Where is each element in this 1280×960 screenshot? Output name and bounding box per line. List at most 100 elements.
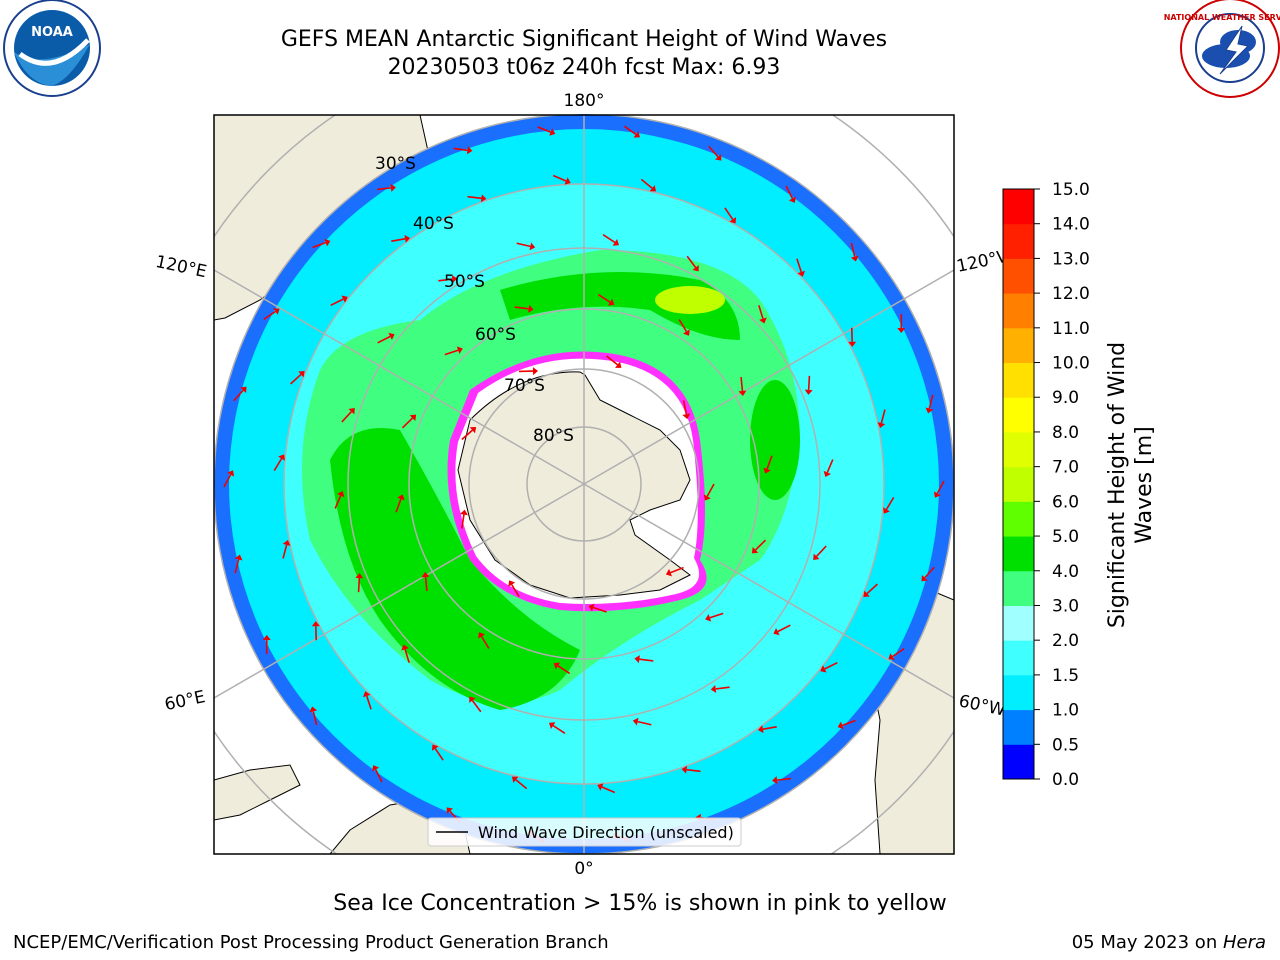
wind-arrow <box>824 661 838 670</box>
colorbar-segment <box>1003 605 1034 641</box>
wind-arrow-head <box>459 509 468 516</box>
wind-arrow-head <box>751 547 759 554</box>
wind-arrow-head <box>469 426 477 434</box>
wind-arrow-head <box>456 346 463 355</box>
wind-arrow-head <box>528 304 534 313</box>
wind-arrow <box>312 241 326 249</box>
colorbar-tick-label: 8.0 <box>1052 423 1079 443</box>
wind-arrow-head <box>612 239 620 246</box>
wind-arrow-head <box>311 621 320 627</box>
colorbar-tick-label: 3.0 <box>1052 596 1079 616</box>
wind-arrow-head <box>336 491 345 498</box>
colorbar-tick-label: 11.0 <box>1052 319 1090 339</box>
gridlines <box>214 115 954 854</box>
colorbar-tick-label: 4.0 <box>1052 562 1079 582</box>
noaa-logo-icon: NOAA <box>3 0 101 97</box>
wind-arrow <box>461 429 473 441</box>
colorbar-tick-label: 7.0 <box>1052 458 1079 478</box>
lon-label-0: 0° <box>574 859 593 879</box>
wind-arrow <box>537 126 551 133</box>
wind-arrow <box>706 483 715 497</box>
wind-arrow <box>444 349 459 356</box>
wind-arrow <box>471 700 482 713</box>
colorbar-tick-label: 0.0 <box>1052 770 1079 790</box>
wind-arrow <box>826 459 834 473</box>
wind-arrow-head <box>933 491 941 498</box>
wind-arrow-head <box>355 573 364 579</box>
wind-arrow-head <box>888 653 895 660</box>
wind-arrow <box>670 566 684 574</box>
wind-arrow-head <box>588 603 595 612</box>
wind-arrow-head <box>649 185 657 192</box>
wind-arrow-head <box>372 765 380 772</box>
wind-arrow-head <box>341 295 348 303</box>
wind-arrow-head <box>634 655 640 664</box>
wind-arrow-head <box>409 414 417 421</box>
wind-arrow <box>682 400 688 415</box>
map-subtitle: 20230503 t06z 240h fcst Max: 6.93 <box>387 55 781 80</box>
wind-arrow-head <box>710 684 717 693</box>
wind-arrow-head <box>925 407 934 414</box>
wind-arrow <box>461 514 465 529</box>
footer-date-text: 05 May 2023 on <box>1071 932 1223 953</box>
wind-arrow-head <box>234 554 243 561</box>
wind-arrows <box>223 125 945 843</box>
colorbar-segment <box>1003 431 1034 468</box>
footer-date: 05 May 2023 on Hera <box>1072 932 1266 953</box>
wind-arrow <box>374 769 383 783</box>
wind-arrow-head <box>431 744 439 751</box>
wind-arrow <box>365 695 372 710</box>
colorbar: 0.0 0.5 1.0 1.5 2.0 3.0 4.0 5.0 6.0 7.0 8.0 9.0 10.0… <box>1002 180 1090 790</box>
wind-arrow-head <box>848 341 857 347</box>
wind-arrow <box>892 647 905 658</box>
wind-arrow-head <box>729 217 737 224</box>
wind-arrow-head <box>681 765 688 774</box>
wind-arrow <box>376 187 392 191</box>
colorbar-segment <box>1003 466 1034 502</box>
wind-arrow <box>796 258 803 273</box>
nws-logo-text: NATIONAL WEATHER SERVICE <box>1164 13 1280 22</box>
wind-arrow-head <box>850 255 859 262</box>
colorbar-tick-label: 5.0 <box>1052 527 1079 547</box>
wind-arrow-head <box>480 194 487 203</box>
lon-label-180: 180° <box>564 91 605 111</box>
wind-arrow <box>515 779 528 790</box>
wind-arrow <box>686 255 697 268</box>
wind-arrow <box>330 298 344 307</box>
colorbar-tick-label: 1.5 <box>1052 666 1079 686</box>
arrow-legend: Wind Wave Direction (unscaled) <box>427 817 742 847</box>
wind-arrow <box>401 417 414 429</box>
wind-arrow-head <box>877 422 886 428</box>
wind-arrow <box>282 544 288 559</box>
colorbar-tick-label: 0.5 <box>1052 735 1079 755</box>
wind-arrow <box>377 335 391 344</box>
wind-arrow <box>740 377 744 392</box>
africa-land <box>214 764 301 821</box>
wind-arrow-head <box>632 717 639 726</box>
lat-label-40s: 40°S <box>413 214 454 234</box>
wind-arrow-head <box>324 238 331 247</box>
wind-arrow <box>637 720 652 726</box>
wind-arrow-head <box>421 571 430 578</box>
colorbar-tick-label: 6.0 <box>1052 492 1079 512</box>
wind-arrow <box>606 355 619 366</box>
wind-arrow-head <box>397 494 405 501</box>
wind-arrow <box>438 278 453 282</box>
wind-arrow-head <box>240 386 247 394</box>
wind-arrow-head <box>597 783 604 791</box>
wind-arrow <box>391 238 406 242</box>
colorbar-tick-label: 2.0 <box>1052 631 1079 651</box>
colorbar-segment <box>1003 709 1034 745</box>
nws-logo-icon: NATIONAL WEATHER SERVICE <box>1164 0 1280 98</box>
wind-arrow-head <box>633 131 640 138</box>
wind-arrow <box>639 658 654 662</box>
lat-label-50s: 50°S <box>444 272 485 292</box>
lat-label-30s: 30°S <box>375 154 416 174</box>
wind-arrow <box>640 178 653 189</box>
wind-arrow <box>263 310 276 321</box>
lon-label-120e: 120°E <box>154 252 209 282</box>
colorbar-label-line1: Significant Height of Wind <box>1105 342 1130 628</box>
wind-arrow <box>777 624 791 633</box>
colorbar-segment <box>1003 397 1034 433</box>
wind-arrow <box>234 559 240 574</box>
